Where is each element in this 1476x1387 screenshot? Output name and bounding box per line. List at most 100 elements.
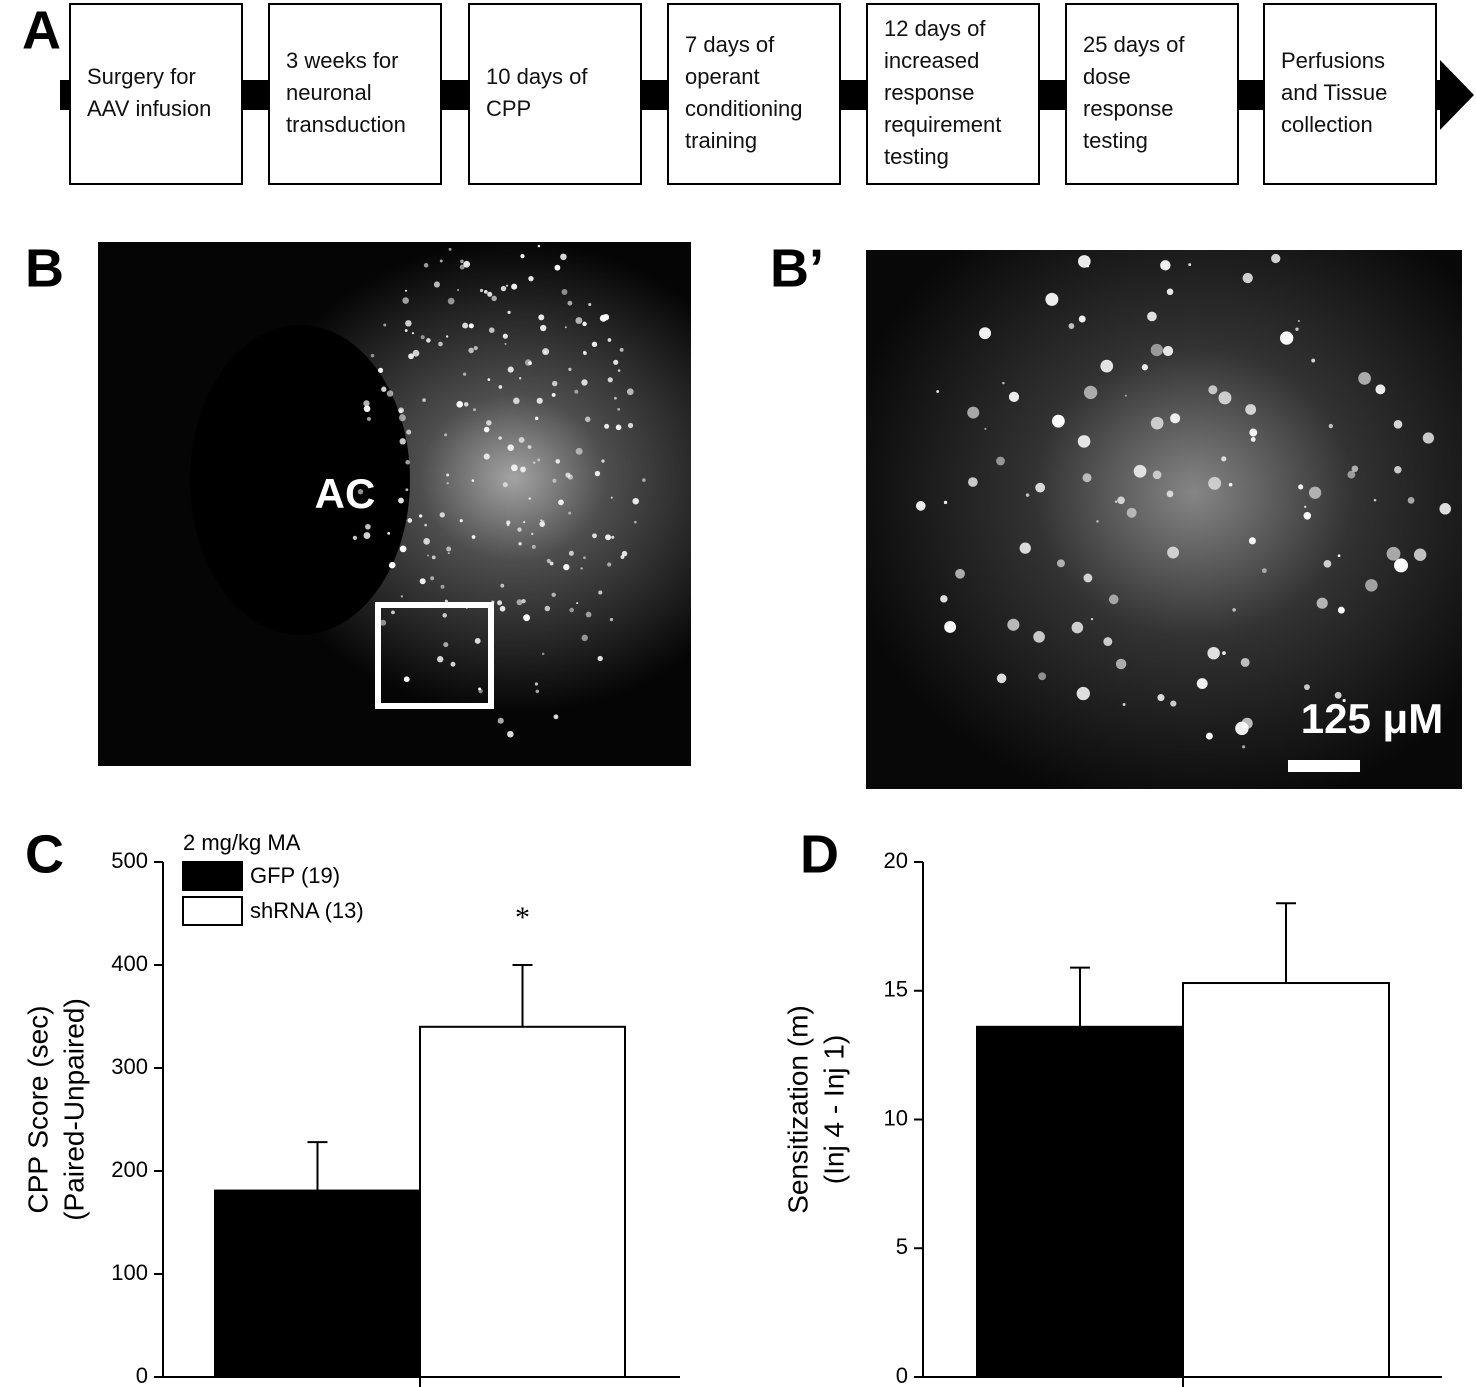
panel-label: B [25, 238, 64, 298]
cell [1297, 319, 1300, 323]
cell [420, 335, 425, 340]
cell [506, 523, 510, 527]
cell [1386, 546, 1401, 561]
cell [610, 496, 613, 499]
cell [968, 477, 978, 487]
cell [1311, 358, 1316, 363]
cell [1308, 486, 1322, 499]
cell [617, 369, 621, 372]
cell [634, 520, 637, 524]
cell [1347, 470, 1356, 479]
cell [442, 613, 447, 618]
cell [517, 527, 522, 532]
step-text: increased [884, 48, 979, 73]
cell [614, 396, 617, 400]
cell [1218, 391, 1232, 405]
cell [540, 324, 547, 332]
cells [352, 224, 646, 738]
step-text: requirement [884, 112, 1001, 137]
cell [440, 584, 445, 589]
panel-label: C [25, 824, 64, 884]
cell [1166, 288, 1174, 296]
cell [510, 464, 518, 472]
cell [1162, 345, 1174, 357]
cell [500, 583, 505, 588]
cell [463, 402, 469, 407]
cell [1019, 542, 1031, 554]
cell [523, 614, 531, 622]
cell [448, 247, 452, 251]
panel-label: A [22, 0, 61, 60]
cell [551, 380, 558, 387]
cell [502, 482, 508, 488]
cell [944, 621, 957, 633]
cell [1078, 255, 1091, 268]
cell [383, 323, 387, 327]
cell [1114, 500, 1118, 503]
step-text: CPP [486, 96, 531, 121]
cell [471, 535, 476, 539]
cell [430, 576, 435, 581]
cell [540, 519, 543, 522]
cell [594, 470, 601, 477]
cell [1078, 315, 1086, 323]
cell [1222, 651, 1226, 655]
cell [446, 546, 452, 552]
cell [502, 333, 508, 339]
step-text: 3 weeks for [286, 48, 399, 73]
cell [609, 617, 614, 622]
cell [536, 397, 543, 404]
timeline-box [866, 3, 1040, 185]
y-tick-label: 200 [111, 1157, 148, 1182]
cell [363, 400, 370, 407]
cell [518, 542, 522, 546]
cell [1394, 466, 1402, 474]
cell [601, 459, 605, 463]
cell [604, 423, 610, 429]
cell [1337, 554, 1341, 558]
cell [456, 401, 464, 408]
timeline-box [268, 3, 442, 185]
cell [1167, 546, 1180, 559]
cell [528, 497, 531, 500]
cell [1422, 432, 1435, 444]
step-text: AAV infusion [87, 96, 211, 121]
cell [389, 561, 396, 569]
cell [528, 275, 534, 282]
cell [563, 563, 570, 571]
y-tick-label: 0 [136, 1363, 148, 1387]
cell [584, 416, 591, 423]
cell [551, 392, 556, 397]
cell [433, 281, 441, 288]
step-text: 10 days of [486, 64, 588, 89]
cell [1337, 606, 1345, 614]
cell [538, 314, 545, 321]
cell [552, 478, 557, 483]
cell [459, 519, 463, 523]
cell [1051, 414, 1065, 428]
cell [565, 472, 571, 478]
cell [1115, 658, 1127, 670]
cell [555, 459, 561, 464]
cell [1150, 343, 1163, 357]
panel-label: D [800, 824, 839, 884]
y-tick-label: 400 [111, 951, 148, 976]
cell [1323, 559, 1332, 568]
cell [498, 436, 502, 440]
cell [518, 436, 525, 443]
cell [1316, 597, 1328, 609]
cell [591, 341, 598, 347]
cell [1008, 391, 1020, 402]
y-axis-label: CPP Score (sec) [22, 1006, 53, 1214]
cell [1295, 327, 1299, 331]
cell [487, 291, 493, 297]
cell [1103, 637, 1113, 647]
cell [408, 353, 414, 360]
cell [363, 405, 371, 413]
cell [1208, 385, 1218, 395]
cell [1133, 464, 1147, 478]
cell [405, 320, 412, 327]
cell [424, 523, 428, 527]
cell [483, 426, 490, 433]
step-text: conditioning [685, 96, 802, 121]
